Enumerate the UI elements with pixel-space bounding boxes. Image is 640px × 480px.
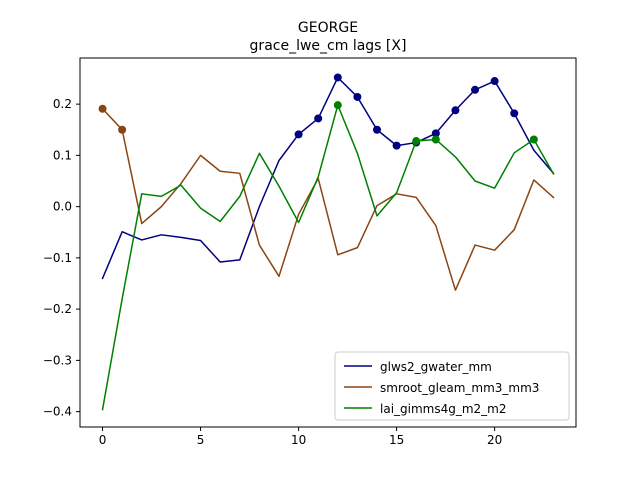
- series-marker-2-12: [333, 101, 342, 110]
- y-tick-label-1: −0.3: [43, 353, 72, 367]
- y-tick-label-2: −0.2: [43, 302, 72, 316]
- series-marker-1-1: [118, 125, 127, 134]
- chart-title: GEORGE: [298, 20, 358, 36]
- series-marker-2-16: [412, 137, 421, 146]
- series-marker-2-22: [529, 135, 538, 144]
- x-tick-label-15: 15: [389, 433, 404, 447]
- series-marker-0-14: [373, 125, 382, 134]
- x-tick-label-20: 20: [487, 433, 502, 447]
- y-tick-label-3: −0.1: [43, 251, 72, 265]
- series-marker-0-12: [333, 73, 342, 82]
- legend-label-1: smroot_gleam_mm3_mm3: [380, 381, 539, 395]
- plot-marks: [98, 73, 555, 411]
- series-marker-0-17: [431, 129, 440, 138]
- series-marker-0-10: [294, 130, 303, 139]
- plot-frame: [79, 57, 577, 428]
- series-marker-0-19: [471, 85, 480, 94]
- series-marker-0-18: [451, 106, 460, 115]
- legend-label-2: lai_gimms4g_m2_m2: [380, 402, 507, 416]
- series-marker-0-20: [490, 77, 499, 86]
- y-tick-label-4: 0.0: [53, 200, 72, 214]
- series-marker-0-15: [392, 141, 401, 150]
- x-tick-label-10: 10: [291, 433, 306, 447]
- series-marker-0-13: [353, 92, 362, 101]
- y-tick-label-5: 0.1: [53, 148, 72, 162]
- y-tick-label-0: −0.4: [43, 405, 72, 419]
- axes: 0 5 10 15 20 −0.4 −0.3 −0.2 −0.1 0.0 0.1 0.2: [43, 97, 502, 447]
- series-marker-2-17: [431, 135, 440, 144]
- x-tick-label-5: 5: [197, 433, 205, 447]
- chart-subtitle: grace_lwe_cm lags [X]: [250, 38, 407, 54]
- series-marker-0-11: [314, 114, 323, 123]
- series-line-2: [101, 104, 555, 411]
- legend-label-0: glws2_gwater_mm: [380, 360, 492, 374]
- x-tick-label-0: 0: [99, 433, 107, 447]
- y-tick-label-6: 0.2: [53, 97, 72, 111]
- series-marker-0-21: [510, 109, 519, 118]
- legend: glws2_gwater_mm smroot_gleam_mm3_mm3 lai…: [334, 351, 570, 421]
- legend-box: [334, 351, 570, 421]
- series-marker-1-0: [98, 104, 107, 113]
